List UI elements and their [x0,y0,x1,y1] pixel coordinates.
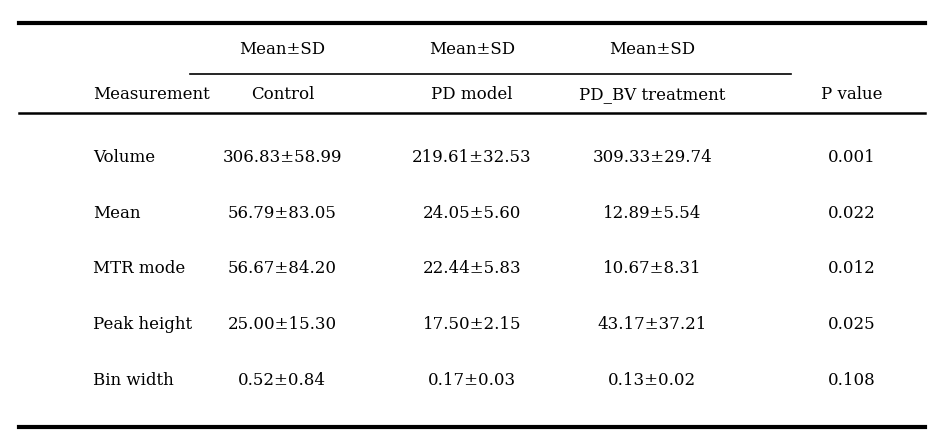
Text: Measurement: Measurement [93,86,210,103]
Text: MTR mode: MTR mode [93,260,185,277]
Text: 56.67±84.20: 56.67±84.20 [228,260,337,277]
Text: 56.79±83.05: 56.79±83.05 [228,204,337,221]
Text: 0.17±0.03: 0.17±0.03 [428,371,516,389]
Text: 0.52±0.84: 0.52±0.84 [238,371,327,389]
Text: 43.17±37.21: 43.17±37.21 [598,316,707,332]
Text: 0.108: 0.108 [828,371,875,389]
Text: 0.012: 0.012 [828,260,875,277]
Text: 22.44±5.83: 22.44±5.83 [423,260,521,277]
Text: Volume: Volume [93,148,155,165]
Text: 219.61±32.53: 219.61±32.53 [413,148,531,165]
Text: 10.67±8.31: 10.67±8.31 [603,260,701,277]
Text: Mean±SD: Mean±SD [429,41,515,58]
Text: Peak height: Peak height [93,316,192,332]
Text: 24.05±5.60: 24.05±5.60 [423,204,521,221]
Text: 25.00±15.30: 25.00±15.30 [228,316,337,332]
Text: Mean±SD: Mean±SD [609,41,696,58]
Text: PD model: PD model [431,86,513,103]
Text: 17.50±2.15: 17.50±2.15 [423,316,521,332]
Text: 12.89±5.54: 12.89±5.54 [603,204,701,221]
Text: Mean±SD: Mean±SD [239,41,326,58]
Text: 0.13±0.02: 0.13±0.02 [608,371,697,389]
Text: Control: Control [251,86,314,103]
Text: 0.025: 0.025 [828,316,875,332]
Text: 309.33±29.74: 309.33±29.74 [593,148,713,165]
Text: 0.022: 0.022 [828,204,875,221]
Text: PD_BV treatment: PD_BV treatment [580,86,726,103]
Text: P value: P value [820,86,882,103]
Text: Bin width: Bin width [93,371,174,389]
Text: 306.83±58.99: 306.83±58.99 [223,148,342,165]
Text: Mean: Mean [93,204,141,221]
Text: 0.001: 0.001 [828,148,875,165]
